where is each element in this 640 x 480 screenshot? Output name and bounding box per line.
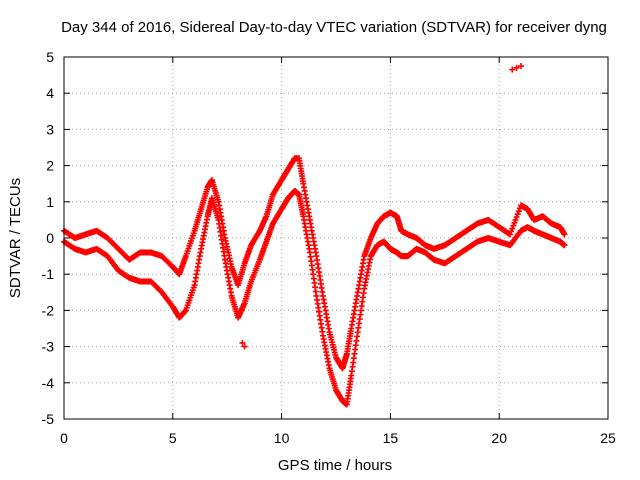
- y-tick-label: 2: [46, 158, 54, 174]
- upper-trace-point: [513, 214, 520, 221]
- upper-trace-point: [509, 225, 516, 232]
- x-tick-label: 15: [383, 430, 399, 446]
- y-tick-label: -3: [42, 339, 55, 355]
- isolated-points-point: [239, 339, 246, 346]
- upper-trace-point: [512, 216, 519, 223]
- upper-trace-point: [561, 231, 568, 238]
- y-tick-label: -5: [42, 411, 55, 427]
- upper-trace-point: [515, 208, 522, 215]
- upper-trace-point: [511, 219, 518, 226]
- x-tick-label: 5: [169, 430, 177, 446]
- upper-trace-point: [507, 231, 514, 238]
- y-tick-label: 3: [46, 121, 54, 137]
- tick-layer: 0 5 10 15 20 25 -5 -4 -3 -2 -1 0 1 2 3 4 5: [42, 49, 616, 446]
- isolated-points-point: [509, 66, 516, 73]
- y-tick-label: -4: [42, 375, 55, 391]
- isolated-points-point: [241, 343, 248, 350]
- isolated-points-point: [513, 64, 520, 71]
- y-tick-label: 0: [46, 230, 54, 246]
- isolated-points-point: [517, 63, 524, 70]
- y-tick-label: -1: [42, 266, 55, 282]
- y-tick-label: -2: [42, 302, 55, 318]
- grid-layer: [64, 57, 608, 419]
- plot-frame: [63, 56, 609, 420]
- y-tick-label: 5: [46, 49, 54, 65]
- x-axis-label: GPS time / hours: [278, 457, 392, 474]
- y-axis-label: SDTVAR / TECUs: [7, 178, 24, 298]
- y-tick-label: 4: [46, 85, 54, 101]
- y-tick-label: 1: [46, 194, 54, 210]
- upper-trace-point: [508, 228, 515, 235]
- x-tick-label: 20: [491, 430, 507, 446]
- chart-title: Day 344 of 2016, Sidereal Day-to-day VTE…: [61, 19, 607, 36]
- upper-trace-point: [510, 222, 517, 229]
- x-tick-label: 10: [274, 430, 290, 446]
- x-tick-label: 25: [600, 430, 616, 446]
- upper-trace-point: [514, 211, 521, 218]
- lower-trace-point: [561, 242, 568, 249]
- x-tick-label: 0: [60, 430, 68, 446]
- data-points: [61, 63, 568, 408]
